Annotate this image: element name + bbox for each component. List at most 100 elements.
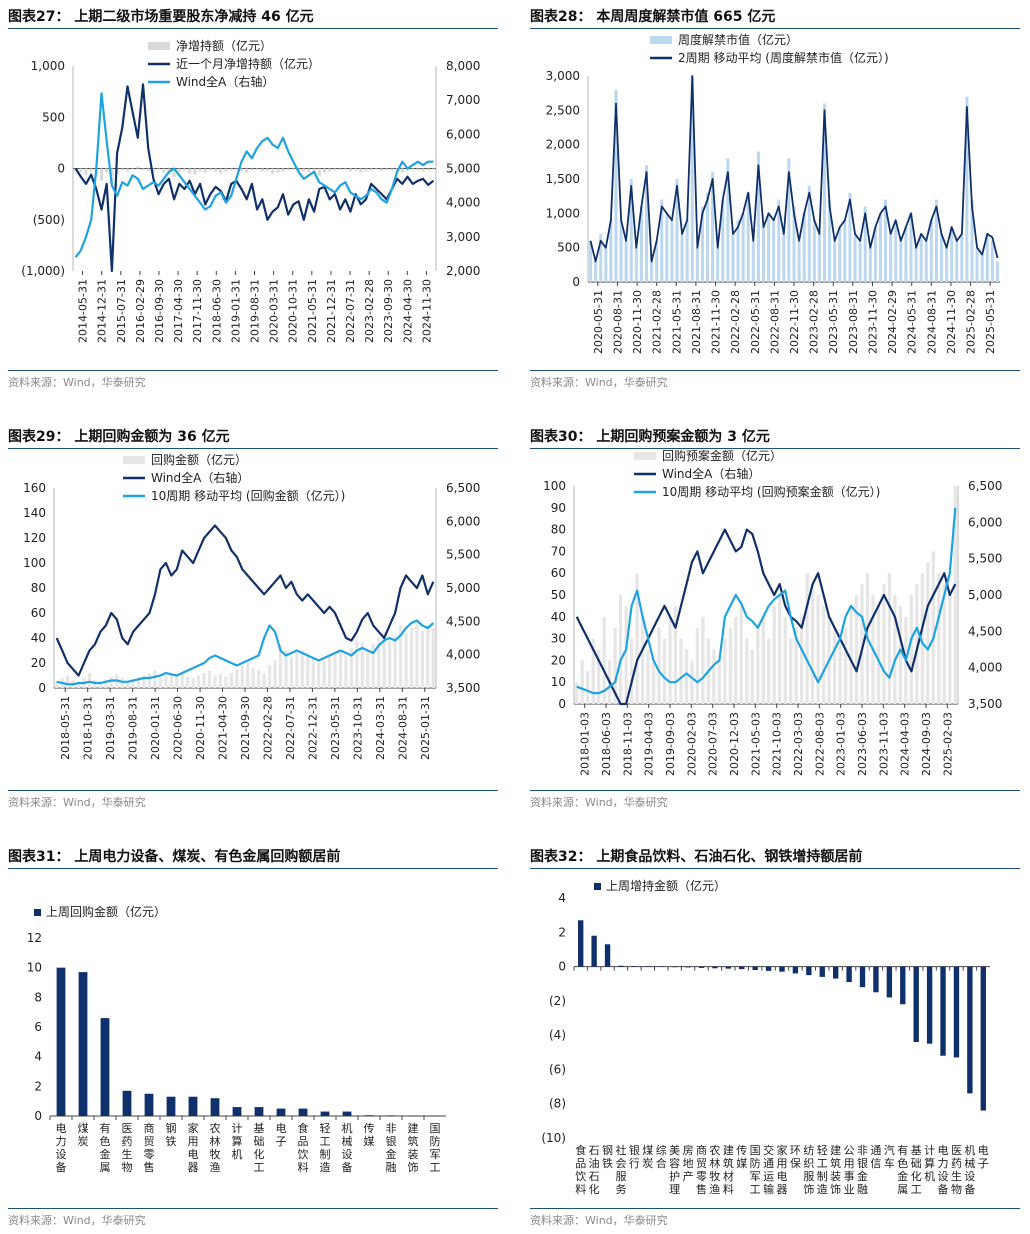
bar-mark bbox=[726, 158, 730, 282]
bar-mark bbox=[99, 168, 104, 181]
bar-mark bbox=[219, 168, 223, 174]
category-label: 建筑材料 bbox=[723, 1143, 734, 1196]
bar-mark bbox=[235, 669, 239, 688]
x-tick-label: 2022-11-30 bbox=[788, 290, 801, 354]
bar-mark bbox=[320, 1111, 330, 1116]
bar-mark bbox=[214, 168, 218, 173]
x-tick-label: 2020-11-30 bbox=[631, 290, 644, 354]
x-tick-label: 2018-11-03 bbox=[621, 712, 634, 776]
bar-mark bbox=[162, 168, 166, 173]
bar-mark bbox=[909, 595, 914, 704]
bar-mark bbox=[409, 628, 414, 688]
bar-mark bbox=[348, 168, 352, 172]
bar-mark bbox=[876, 605, 881, 704]
bar-mark bbox=[578, 920, 584, 967]
x-tick-label: 2020-10-31 bbox=[287, 279, 300, 343]
bar-mark bbox=[597, 649, 601, 704]
bar-mark bbox=[232, 1107, 242, 1116]
category-label: 医药生物 bbox=[122, 1122, 133, 1174]
bar-mark bbox=[426, 168, 430, 171]
bar-mark bbox=[604, 944, 611, 967]
bar-mark bbox=[278, 644, 283, 688]
category-label: 电子 bbox=[978, 1144, 989, 1170]
category-label: 电力设备 bbox=[938, 1144, 949, 1196]
bar-mark bbox=[800, 616, 804, 704]
y-left-tick-label: 20 bbox=[551, 653, 566, 667]
x-tick-label: 2021-12-31 bbox=[325, 279, 338, 343]
y-right-tick-label: 5,500 bbox=[968, 552, 1002, 566]
bar-mark bbox=[712, 966, 718, 969]
y-left-tick-label: (1,000) bbox=[21, 264, 65, 278]
bar-mark bbox=[955, 240, 959, 282]
x-tick-label: 2021-05-31 bbox=[306, 279, 319, 343]
legend-label: 2周期 移动平均 (周度解禁市值（亿元）) bbox=[678, 50, 889, 65]
bar-mark bbox=[224, 168, 228, 172]
bar-mark bbox=[817, 233, 821, 282]
bar-mark bbox=[629, 179, 633, 282]
bar-mark bbox=[144, 1093, 154, 1116]
x-tick-label: 2018-06-30 bbox=[210, 279, 223, 343]
x-tick-label: 2023-05-31 bbox=[827, 290, 840, 354]
legend-label: Wind全A（右轴） bbox=[176, 74, 274, 89]
legend-swatch bbox=[34, 909, 41, 916]
y-tick-label: 0 bbox=[558, 960, 566, 974]
bar-mark bbox=[848, 192, 852, 282]
bar-mark bbox=[717, 660, 722, 704]
bar-mark bbox=[832, 966, 839, 979]
category-label: 汽车 bbox=[884, 1143, 895, 1170]
bar-mark bbox=[728, 627, 732, 704]
bar-mark bbox=[882, 584, 886, 704]
bar-mark bbox=[55, 681, 59, 688]
bar-mark bbox=[286, 168, 290, 171]
bar-mark bbox=[193, 168, 197, 175]
x-tick-label: 2021-10-03 bbox=[771, 712, 784, 776]
chart-svg: 10090807060504030201006,5006,0005,5005,0… bbox=[543, 448, 1002, 776]
bar-mark bbox=[131, 681, 135, 688]
x-tick-label: 2019-01-31 bbox=[229, 279, 242, 343]
x-tick-label: 2024-11-30 bbox=[420, 279, 433, 343]
bar-mark bbox=[739, 966, 745, 970]
bar-mark bbox=[218, 674, 223, 688]
x-tick-label: 2017-04-30 bbox=[172, 279, 185, 343]
bar-mark bbox=[105, 168, 109, 173]
bar-mark bbox=[430, 1115, 440, 1117]
legend-label: 回购预案金额（亿元） bbox=[662, 448, 782, 463]
bar-mark bbox=[750, 649, 754, 704]
bar-mark bbox=[810, 584, 815, 704]
series-line bbox=[56, 619, 435, 686]
x-tick-label: 2025-05-31 bbox=[984, 290, 997, 354]
x-tick-label: 2024-11-30 bbox=[945, 290, 958, 354]
title-divider bbox=[530, 448, 1020, 449]
bar-mark bbox=[767, 213, 771, 282]
bar-mark bbox=[802, 213, 806, 282]
bar-mark bbox=[377, 638, 381, 688]
bar-mark bbox=[224, 676, 228, 688]
bar-mark bbox=[408, 1115, 418, 1117]
bar-mark bbox=[868, 247, 872, 282]
y-right-tick-label: 4,000 bbox=[446, 648, 480, 662]
y-left-tick-label: 1,500 bbox=[546, 172, 580, 186]
bar-mark bbox=[716, 247, 720, 282]
y-left-tick-label: 0 bbox=[572, 275, 580, 289]
bar-mark bbox=[675, 179, 679, 282]
bar-mark bbox=[594, 261, 598, 282]
bar-mark bbox=[198, 168, 202, 172]
chart-svg: 12 10 8 6 4 2 0 电力设备煤炭有色金属医药生物商贸零售钢铁家用电器农林牧渔计算机… bbox=[27, 904, 446, 1174]
y-left-tick-label: 30 bbox=[551, 632, 566, 646]
bar-mark bbox=[591, 935, 597, 967]
bar-mark bbox=[604, 247, 608, 282]
y-left-tick-label: 500 bbox=[42, 110, 65, 124]
bar-mark bbox=[695, 627, 700, 704]
bar-mark bbox=[886, 966, 893, 998]
bar-mark bbox=[404, 633, 408, 688]
category-label: 机械设备 bbox=[964, 1143, 975, 1196]
x-tick-label: 2016-02-29 bbox=[134, 279, 147, 343]
bar-mark bbox=[833, 240, 837, 282]
bar-mark bbox=[739, 605, 743, 704]
bar-mark bbox=[618, 965, 624, 967]
bar-mark bbox=[792, 966, 799, 974]
bar-mark bbox=[929, 220, 933, 282]
y-left-tick-label: 80 bbox=[551, 523, 566, 537]
bar-mark bbox=[712, 649, 716, 704]
chart-title: 图表30： 上期回购预案金额为 3 亿元 bbox=[530, 429, 770, 445]
